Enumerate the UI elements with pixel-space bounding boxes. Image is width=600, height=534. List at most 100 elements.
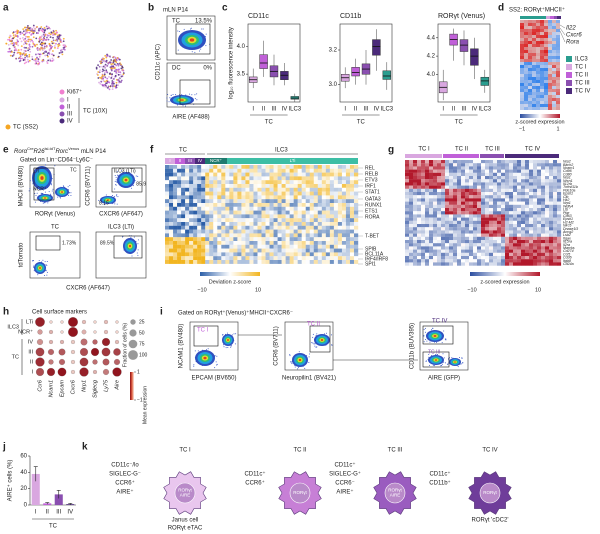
heatmap-cell xyxy=(417,246,422,250)
heatmap-cell xyxy=(349,237,355,242)
heatmap-cell xyxy=(536,56,540,59)
heatmap-cell xyxy=(485,240,490,244)
heatmap-cell xyxy=(453,172,458,177)
heatmap-cell xyxy=(237,241,242,245)
heatmap-cell xyxy=(493,204,498,209)
heatmap-cell xyxy=(269,176,274,181)
heatmap-cell xyxy=(461,166,466,170)
umap-dot xyxy=(14,30,17,33)
umap-dot xyxy=(44,42,47,45)
umap-dot xyxy=(113,55,116,58)
heatmap-cell xyxy=(329,203,335,207)
heatmap-cell xyxy=(425,204,430,209)
heatmap-cell xyxy=(537,240,542,244)
heatmap-cell xyxy=(485,176,490,180)
umap-dot xyxy=(42,37,45,40)
heatmap-cell xyxy=(520,89,524,92)
heatmap-cell xyxy=(329,180,335,185)
heatmap-cell xyxy=(301,165,306,169)
heatmap-cell xyxy=(461,252,466,257)
label: Deviation z-score xyxy=(209,279,252,285)
heatmap-cell xyxy=(521,160,526,164)
umap-dot xyxy=(48,43,51,45)
heatmap-cell xyxy=(536,104,540,107)
flow-dot xyxy=(34,201,36,203)
heatmap-cell xyxy=(556,62,560,65)
umap-dot xyxy=(51,60,53,62)
heatmap-cell xyxy=(533,227,538,231)
heatmap-cell xyxy=(209,172,214,177)
heatmap-cell xyxy=(549,252,554,257)
heatmap-cell xyxy=(433,240,438,244)
heatmap-cell xyxy=(217,191,222,196)
flow-dot xyxy=(202,28,204,30)
heatmap-cell xyxy=(261,210,266,215)
heatmap-cell xyxy=(461,160,466,164)
flow-dot xyxy=(45,202,47,204)
heatmap-cell xyxy=(289,172,294,177)
heatmap-cell xyxy=(305,210,310,215)
flow-dot xyxy=(44,191,46,193)
heatmap-cell xyxy=(509,198,514,202)
heatmap-cell xyxy=(169,237,174,242)
heatmap-cell xyxy=(461,163,466,167)
heatmap-cell xyxy=(473,249,478,253)
heatmap-cell xyxy=(528,50,532,53)
label: T-BET xyxy=(365,233,379,239)
heatmap-cell xyxy=(532,38,536,41)
heatmap-cell xyxy=(489,185,494,189)
heatmap-cell xyxy=(249,187,254,192)
heatmap-cell xyxy=(261,168,266,173)
heatmap-cell xyxy=(333,165,339,169)
heatmap-cell xyxy=(281,165,286,169)
heatmap-cell xyxy=(337,260,343,264)
flow-dot xyxy=(116,181,118,183)
dot xyxy=(60,330,64,334)
heatmap-cell xyxy=(333,218,339,223)
heatmap-cell xyxy=(533,163,538,167)
heatmap-cell xyxy=(337,256,343,261)
cell-nucleus xyxy=(289,482,311,504)
umap-dot xyxy=(122,69,125,72)
flow-dot xyxy=(445,339,447,341)
flow-dot xyxy=(428,353,430,355)
heatmap-cell xyxy=(205,229,210,234)
heatmap-cell xyxy=(253,176,258,181)
heatmap-cell xyxy=(528,95,532,98)
heatmap-cell xyxy=(536,74,540,77)
heatmap-cell xyxy=(225,206,230,211)
heatmap-cell xyxy=(221,218,226,223)
heatmap-cell xyxy=(544,29,548,32)
heatmap-cell xyxy=(528,92,532,95)
heatmap-cell xyxy=(520,86,524,89)
label: Siglecg xyxy=(92,379,98,398)
heatmap-cell xyxy=(545,256,550,260)
colorbar xyxy=(520,114,560,118)
heatmap-cell xyxy=(169,191,174,196)
heatmap-cell xyxy=(501,256,506,260)
heatmap-cell xyxy=(536,92,540,95)
heatmap-cell xyxy=(201,237,206,242)
flow-dot xyxy=(194,94,196,96)
heatmap-cell xyxy=(473,172,478,177)
heatmap-cell xyxy=(321,180,327,185)
heatmap-cell xyxy=(245,176,250,181)
heatmap-cell xyxy=(213,199,218,204)
heatmap-cell xyxy=(241,260,246,264)
heatmap-cell xyxy=(445,195,450,199)
heatmap-cell xyxy=(457,176,462,180)
heatmap-cell xyxy=(233,172,238,177)
heatmap-cell xyxy=(544,80,548,83)
label: SPIB xyxy=(365,246,377,252)
heatmap-cell xyxy=(165,172,170,177)
heatmap-cell xyxy=(529,182,534,186)
heatmap-cell xyxy=(540,29,544,32)
heatmap-cell xyxy=(233,165,238,169)
label: Cxcr6 xyxy=(70,379,76,394)
label: RUNX1 xyxy=(365,202,382,208)
dot xyxy=(102,368,110,376)
heatmap-cell xyxy=(501,230,506,234)
heatmap-cell xyxy=(229,244,234,249)
heatmap-cell xyxy=(421,172,426,177)
heatmap-cell xyxy=(233,206,238,211)
